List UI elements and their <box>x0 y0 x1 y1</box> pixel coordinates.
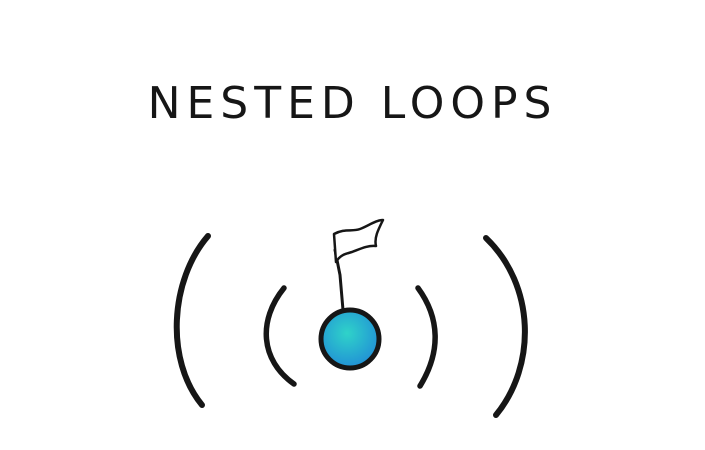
outer-right-bracket-icon <box>483 235 528 418</box>
ball-with-flag-icon <box>318 307 382 371</box>
inner-right-bracket-icon <box>415 285 438 389</box>
outer-left-bracket-icon <box>173 233 211 408</box>
flag-icon <box>332 218 385 264</box>
page-title: NESTED LOOPS <box>147 78 558 129</box>
inner-left-bracket-icon <box>263 285 297 387</box>
